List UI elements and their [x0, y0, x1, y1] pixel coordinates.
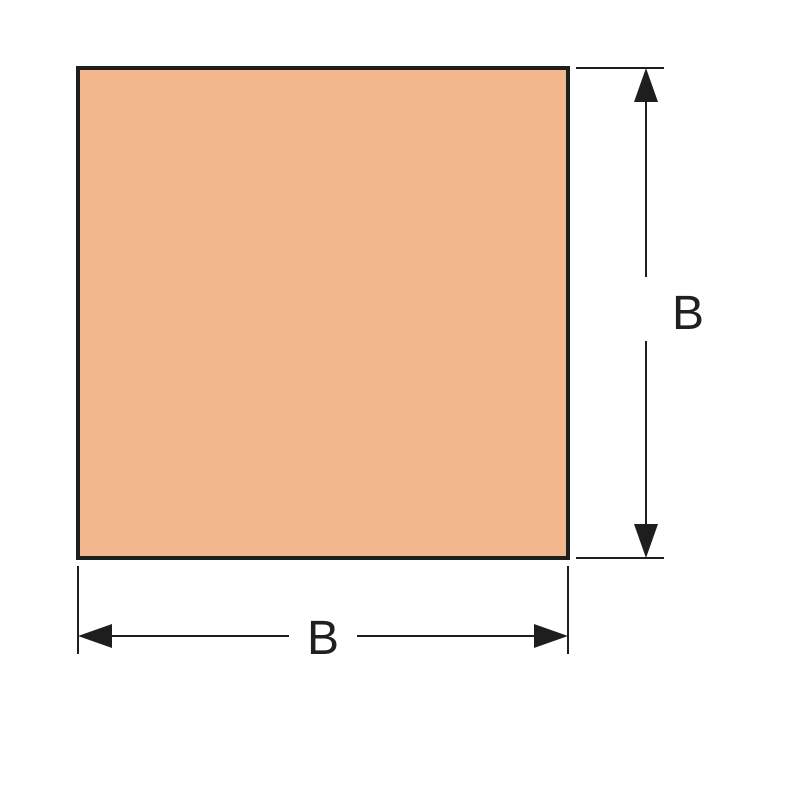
square-profile: [78, 68, 568, 558]
arrowhead-left-icon: [78, 624, 112, 648]
arrowhead-down-icon: [634, 524, 658, 558]
arrowhead-right-icon: [534, 624, 568, 648]
arrowhead-up-icon: [634, 68, 658, 102]
dimension-diagram: BB: [0, 0, 800, 800]
width-label: B: [307, 612, 339, 665]
height-label: B: [672, 287, 704, 340]
